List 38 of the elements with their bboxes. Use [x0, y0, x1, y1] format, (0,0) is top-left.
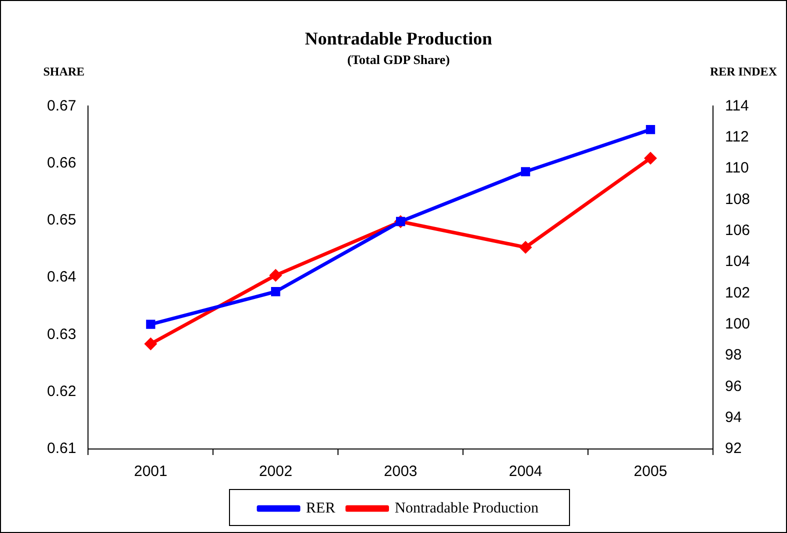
y2-tick-label: 112	[724, 128, 749, 146]
x-tick-label: 2002	[258, 463, 292, 480]
y2-tick-label: 114	[724, 97, 749, 114]
y-tick-label: 0.63	[46, 326, 76, 343]
y-tick-label: 0.64	[46, 268, 76, 286]
y-tick-label: 0.62	[46, 383, 76, 400]
y-tick-label: 0.67	[46, 97, 76, 114]
y2-tick-label: 108	[724, 190, 750, 208]
x-tick-label: 2004	[508, 463, 542, 480]
y-tick-label: 0.66	[46, 154, 76, 172]
chart-subtitle: (Total GDP Share)	[347, 52, 450, 67]
y2-axis-title: RER INDEX	[710, 64, 778, 78]
y2-tick-label: 100	[724, 315, 750, 332]
y-axis-title: SHARE	[43, 64, 85, 78]
x-tick-label: 2005	[634, 463, 668, 480]
point	[520, 167, 530, 176]
y2-tick-label: 96	[724, 378, 742, 395]
legend-label: RER	[306, 500, 336, 516]
y2-tick-label: 92	[724, 440, 742, 458]
point	[271, 287, 280, 296]
point	[146, 320, 156, 329]
point	[520, 242, 532, 254]
point	[644, 152, 656, 164]
point	[270, 270, 282, 282]
point	[144, 338, 156, 350]
y2-tick-label: 98	[724, 346, 742, 364]
x-tick-label: 2001	[134, 463, 168, 480]
y-tick-label: 0.65	[46, 212, 76, 229]
y-tick-label: 0.61	[46, 440, 76, 458]
chart-title: Nontradable Production	[304, 28, 492, 48]
y2-tick-label: 94	[724, 408, 742, 426]
y2-tick-label: 102	[724, 284, 750, 302]
y2-tick-label: 110	[724, 160, 749, 177]
legend-label: Nontradable Production	[394, 500, 539, 516]
point	[646, 124, 656, 134]
y2-tick-label: 106	[724, 222, 750, 239]
y2-tick-label: 104	[724, 253, 750, 270]
x-tick-label: 2003	[384, 463, 418, 480]
